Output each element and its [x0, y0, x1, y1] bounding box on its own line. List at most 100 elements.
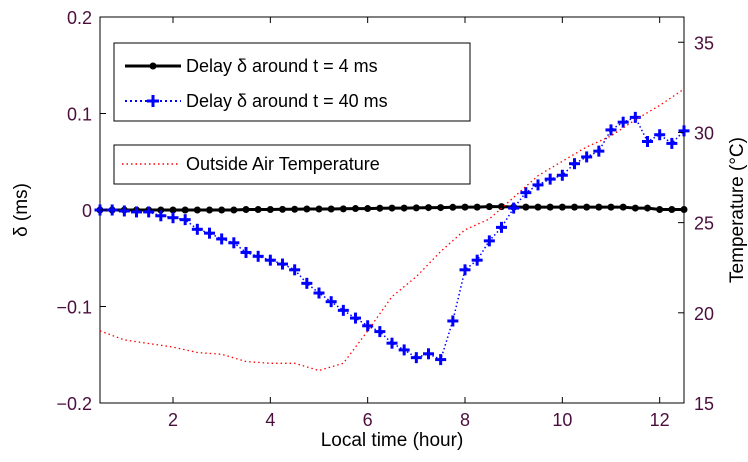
x-tick-label: 8 — [460, 410, 470, 430]
data-point — [617, 116, 629, 128]
x-tick-label: 10 — [552, 410, 572, 430]
data-point — [339, 205, 347, 213]
x-axis-ticks: 2 4 6 8 10 12 — [168, 17, 670, 430]
data-point — [252, 250, 264, 262]
data-point — [437, 204, 445, 212]
data-point — [449, 203, 457, 211]
left-axis-ticks: −0.2 −0.1 0 0.1 0.2 — [56, 8, 106, 414]
data-point — [106, 204, 118, 216]
right-tick-label: 30 — [694, 123, 714, 143]
right-axis-ticks: 15 20 25 30 35 — [678, 33, 714, 414]
data-point — [131, 206, 142, 218]
data-point — [216, 233, 228, 245]
data-point — [619, 203, 627, 211]
data-point — [668, 206, 676, 214]
x-tick-label: 4 — [265, 410, 275, 430]
left-axis-label: δ (ms) — [11, 183, 32, 237]
data-point — [447, 315, 459, 327]
data-point — [556, 169, 568, 181]
x-tick-label: 6 — [363, 410, 373, 430]
data-point — [167, 212, 179, 224]
data-point — [181, 206, 189, 214]
legend-marker-4ms — [149, 62, 157, 70]
data-point — [179, 214, 191, 226]
data-point — [350, 312, 361, 324]
data-point — [644, 204, 651, 212]
data-point — [242, 206, 250, 214]
data-point — [520, 187, 532, 199]
data-point — [303, 205, 311, 213]
data-point — [386, 337, 398, 349]
data-point — [240, 246, 252, 258]
data-point — [461, 203, 469, 211]
data-point — [388, 204, 396, 212]
data-point — [193, 206, 201, 214]
data-point — [337, 304, 349, 316]
data-point — [218, 206, 226, 214]
data-point — [410, 352, 422, 364]
legend-label-40ms: Delay δ around t = 40 ms — [186, 91, 388, 111]
left-tick-label: −0.2 — [56, 394, 92, 414]
data-point — [169, 206, 177, 214]
data-point — [522, 203, 530, 211]
series-line-2 — [99, 88, 685, 372]
data-point — [423, 348, 434, 360]
data-point — [277, 258, 288, 270]
data-point — [118, 205, 130, 217]
data-point — [291, 205, 299, 213]
data-point — [607, 203, 615, 211]
data-point — [680, 206, 688, 214]
left-tick-label: 0.1 — [67, 105, 92, 125]
data-point — [398, 344, 410, 356]
data-point — [498, 203, 505, 211]
data-point — [642, 135, 653, 147]
data-point — [534, 203, 542, 211]
legend-box-temperature — [113, 144, 471, 185]
data-point — [362, 320, 374, 332]
x-axis-label: Local time (hour) — [321, 430, 464, 451]
right-tick-label: 15 — [694, 394, 714, 414]
data-point — [473, 203, 481, 211]
right-tick-label: 20 — [694, 304, 714, 324]
data-point — [143, 206, 155, 218]
data-point — [266, 206, 274, 214]
data-point — [157, 206, 165, 214]
data-point — [459, 264, 471, 276]
x-tick-label: 2 — [168, 410, 178, 430]
data-point — [206, 206, 213, 214]
data-point — [374, 326, 386, 338]
data-point — [571, 203, 578, 211]
data-point — [204, 227, 215, 239]
data-point — [583, 203, 591, 211]
legend-box-delta — [113, 42, 471, 122]
data-point — [435, 354, 447, 366]
data-point — [605, 124, 617, 136]
data-point — [425, 204, 432, 212]
data-point — [581, 151, 593, 163]
data-point — [631, 204, 639, 212]
data-point — [508, 202, 520, 214]
legend-label-4ms: Delay δ around t = 4 ms — [186, 56, 378, 76]
data-point — [595, 203, 603, 211]
data-point — [191, 223, 203, 235]
data-point — [327, 205, 335, 213]
data-point — [228, 237, 240, 249]
data-point — [155, 210, 167, 222]
data-point — [230, 206, 238, 214]
left-tick-label: 0 — [82, 201, 92, 221]
data-point — [325, 296, 337, 308]
data-point — [352, 205, 359, 213]
data-point — [471, 254, 483, 266]
data-point — [558, 203, 566, 211]
data-point — [569, 158, 580, 170]
data-point — [289, 264, 301, 276]
data-point — [654, 129, 666, 141]
left-tick-label: 0.2 — [67, 8, 92, 28]
data-point — [301, 277, 313, 289]
right-tick-label: 35 — [694, 33, 714, 53]
data-point — [376, 204, 384, 212]
data-point — [313, 287, 325, 299]
data-point — [364, 205, 372, 213]
left-tick-label: −0.1 — [56, 298, 92, 318]
